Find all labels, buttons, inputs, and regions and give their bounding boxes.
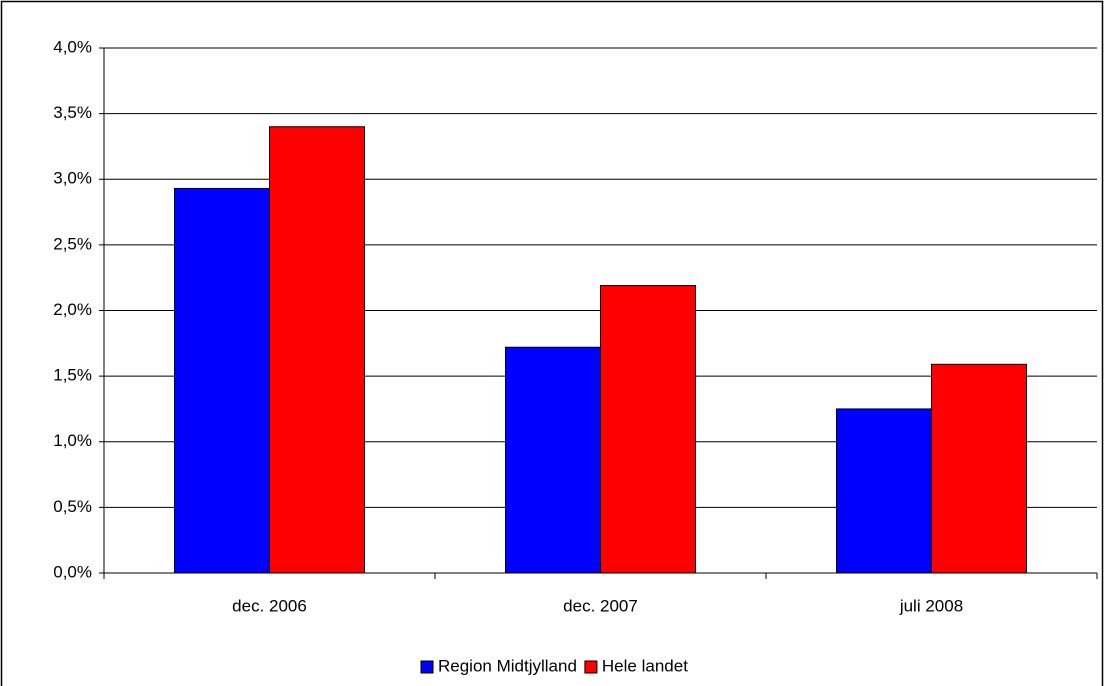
- y-tick-label: 4,0%: [53, 37, 92, 56]
- y-tick-label: 0,0%: [53, 562, 92, 581]
- y-tick-label: 3,5%: [53, 103, 92, 122]
- x-tick-label: juli 2008: [899, 596, 963, 615]
- y-tick-label: 2,5%: [53, 234, 92, 253]
- bar: [836, 408, 932, 574]
- y-tick-label: 1,5%: [53, 366, 92, 385]
- bar: [931, 363, 1027, 574]
- legend-swatch: [584, 660, 598, 674]
- bar: [174, 187, 271, 574]
- x-tick-label: dec. 2007: [563, 596, 638, 615]
- bar: [600, 285, 696, 574]
- bar: [269, 126, 365, 574]
- y-tick-label: 1,0%: [53, 431, 92, 450]
- y-tick-label: 0,5%: [53, 497, 92, 516]
- y-tick-label: 2,0%: [53, 300, 92, 319]
- y-tick-label: 3,0%: [53, 169, 92, 188]
- x-tick-label: dec. 2006: [232, 596, 307, 615]
- legend-label: Hele landet: [602, 656, 688, 675]
- legend-label: Region Midtjylland: [438, 656, 577, 675]
- legend-swatch: [420, 660, 434, 674]
- bar: [505, 346, 601, 574]
